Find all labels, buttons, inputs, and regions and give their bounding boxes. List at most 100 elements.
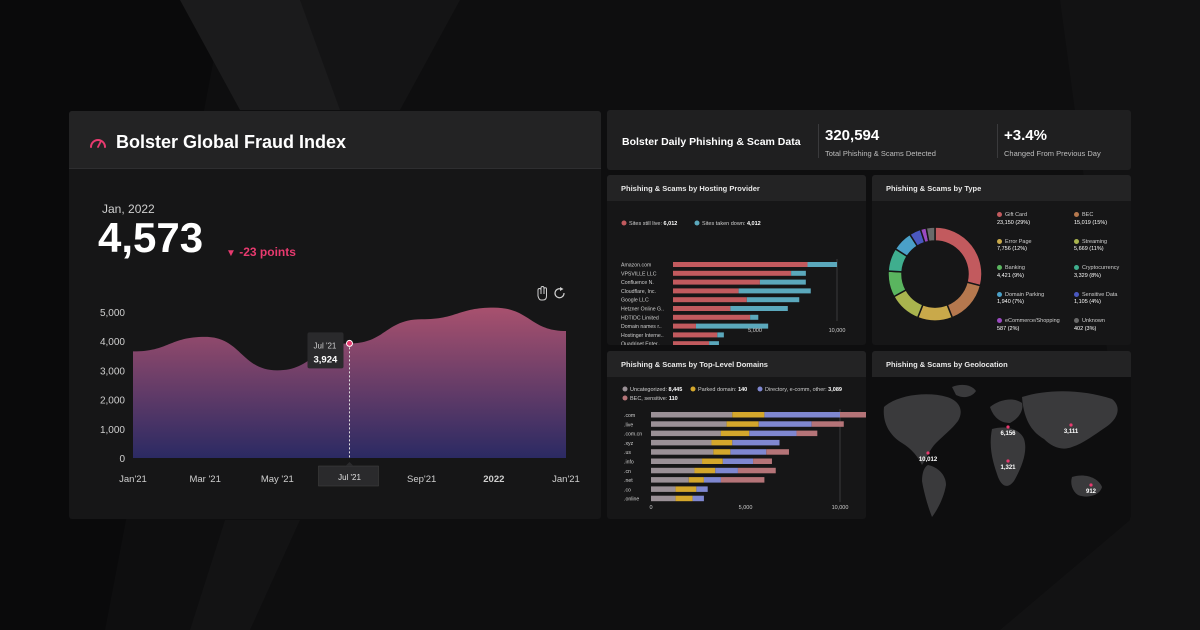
world-map[interactable]: 10,012 6,156 3,111 1,321 912	[872, 377, 1131, 519]
bar-segment	[696, 486, 708, 492]
tooltip-value: 3,924	[314, 354, 338, 365]
bar-segment	[758, 421, 812, 427]
y-tick-label: 4,000	[100, 337, 125, 348]
x-cursor-pointer	[345, 462, 354, 466]
highlight-point	[346, 339, 353, 347]
geo-marker	[1069, 423, 1073, 427]
category-label: Hostinger Interne..	[621, 333, 664, 339]
bar-segment	[673, 270, 792, 276]
legend-swatch	[690, 386, 696, 392]
bar-segment	[720, 430, 750, 437]
bar-segment	[713, 449, 731, 455]
bar-segment	[807, 262, 838, 267]
type-legend-item: Streaming 5,669 (11%)	[1074, 239, 1107, 254]
bar-segment	[651, 412, 733, 418]
type-legend-item: Gift Card 23,150 (29%)	[997, 212, 1030, 227]
bar-segment	[675, 495, 693, 502]
bar-segment	[673, 341, 710, 345]
legend-swatch	[1074, 318, 1079, 324]
x-tick-label: Jan'21	[552, 474, 580, 485]
legend-value: 3,089	[828, 387, 842, 393]
bar-segment	[730, 449, 767, 455]
geo-value: 6,156	[1000, 431, 1016, 437]
x-tick-label: Mar '21	[189, 474, 220, 485]
tld-title: Phishing & Scams by Top-Level Domains	[607, 351, 866, 377]
bar-segment	[673, 297, 747, 303]
down-triangle-icon: ▼	[226, 248, 236, 259]
category-label: Quadrinet Enter..	[621, 342, 660, 345]
bar-segment	[651, 421, 727, 427]
index-delta: ▼ -23 points	[226, 245, 296, 259]
bar-segment	[651, 477, 689, 483]
legend-label: Uncategorized: 8,445	[630, 387, 682, 393]
legend-swatch	[622, 395, 628, 401]
y-tick-label: 0	[119, 454, 125, 465]
bar-segment	[811, 421, 844, 427]
legend-label: Unknown	[1082, 318, 1105, 324]
geo-value: 10,012	[919, 457, 938, 463]
geo-title: Phishing & Scams by Geolocation	[872, 351, 1131, 377]
bar-segment	[651, 458, 703, 464]
tld-panel: Phishing & Scams by Top-Level Domains Un…	[607, 351, 866, 519]
legend-swatch	[997, 265, 1002, 271]
geo-value: 912	[1086, 489, 1097, 495]
hosting-provider-title: Phishing & Scams by Hosting Provider	[607, 175, 866, 201]
hosting-provider-panel: Phishing & Scams by Hosting Provider Sit…	[607, 175, 866, 345]
category-label: .com.cn	[624, 432, 642, 438]
bar-segment	[692, 495, 704, 502]
fraud-index-panel: Bolster Global Fraud Index Jan, 2022 4,5…	[69, 111, 601, 519]
index-value: 4,573	[98, 214, 204, 261]
legend-swatch	[1074, 238, 1079, 244]
bar-segment	[673, 323, 696, 329]
tooltip-label: Jul '21	[314, 341, 337, 350]
hosting-provider-bar-chart: Sites still live: 6,012 Sites taken down:…	[621, 220, 845, 345]
europe-shape	[990, 399, 1023, 423]
x-cursor-label: Jul '21	[338, 473, 361, 482]
geo-value: 1,321	[1000, 465, 1016, 471]
legend-swatch	[1074, 291, 1079, 297]
type-donut-chart	[887, 226, 983, 322]
legend-value: 8,445	[669, 387, 683, 393]
asia-shape	[1022, 391, 1118, 449]
legend-swatch	[997, 238, 1002, 244]
category-label: .co	[624, 487, 631, 493]
tld-bar-chart: Uncategorized: 8,445 Parked domain: 140 Di…	[622, 386, 866, 511]
geo-panel: Phishing & Scams by Geolocation 10,012 6,…	[872, 351, 1131, 519]
type-panel: Phishing & Scams by Type Gift Card 23,150…	[872, 175, 1131, 345]
bar-segment	[749, 430, 797, 437]
geo-marker	[1006, 425, 1010, 429]
category-label: Google LLC	[621, 298, 649, 304]
legend-value: 402 (3%)	[1074, 325, 1097, 332]
bar-segment	[717, 332, 724, 338]
legend-label: BEC	[1082, 212, 1094, 218]
legend-label: Error Page	[1005, 238, 1032, 245]
bar-segment	[730, 306, 788, 311]
bar-segment	[651, 467, 695, 474]
bar-segment	[791, 270, 806, 276]
reset-icon	[554, 287, 565, 299]
bar-segment	[715, 467, 738, 474]
fraud-index-header: Bolster Global Fraud Index	[69, 111, 601, 169]
total-detected-value: 320,594	[825, 127, 880, 144]
bar-segment	[737, 467, 776, 474]
legend-value: 7,756 (12%)	[997, 246, 1027, 252]
bar-segment	[651, 430, 721, 437]
legend-label: BEC, sensitive: 110	[630, 396, 678, 402]
legend-swatch	[997, 318, 1002, 324]
gauge-icon	[90, 139, 106, 148]
legend-label: Sites taken down: 4,012	[702, 221, 761, 227]
change-label: Changed From Previous Day	[1004, 149, 1101, 158]
bar-segment	[696, 323, 769, 329]
category-label: Domain names r..	[621, 324, 662, 330]
legend-value: 1,940 (7%)	[997, 299, 1024, 305]
category-label: .us	[624, 450, 631, 456]
category-label: .net	[624, 478, 633, 484]
page-title: Bolster Global Fraud Index	[116, 132, 347, 152]
donut-slice	[925, 226, 936, 243]
bar-segment	[753, 458, 772, 464]
bar-segment	[673, 288, 739, 294]
legend-value: 5,669 (11%)	[1074, 246, 1104, 252]
bar-segment	[651, 439, 712, 446]
legend-label: eCommerce/Shopping	[1005, 318, 1060, 324]
legend-swatch	[694, 220, 700, 226]
